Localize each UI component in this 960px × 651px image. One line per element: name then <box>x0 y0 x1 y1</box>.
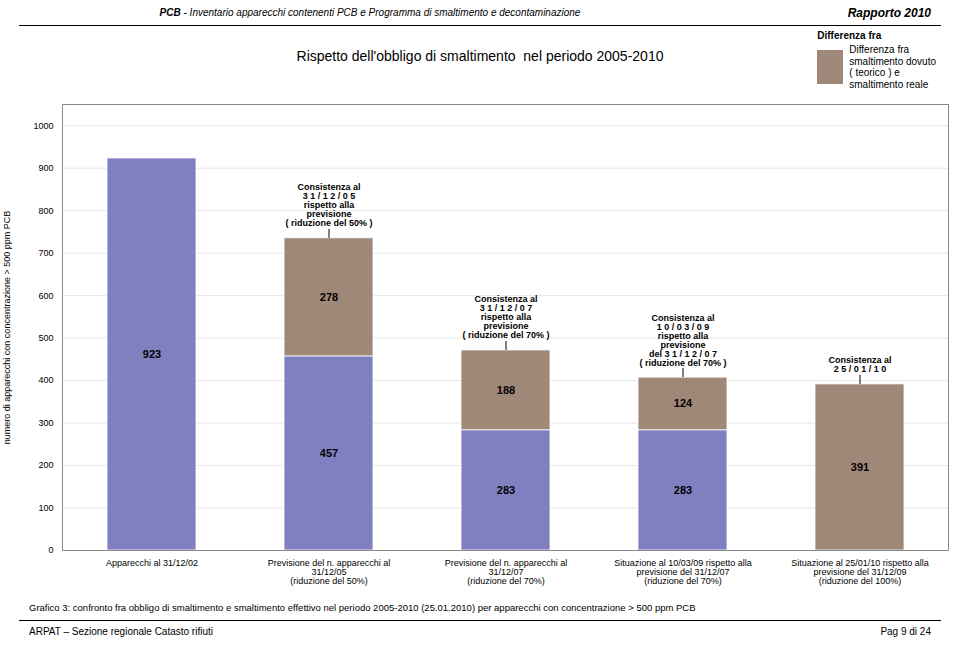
html-text:Differenza fra: Differenza fra <box>817 30 882 41</box>
svg-text:900: 900 <box>38 163 53 173</box>
svg-text:Situazione al 25/01/10 rispett: Situazione al 25/01/10 rispetto allaprev… <box>791 558 929 586</box>
svg-text:Consistenza al3 1 / 1 2 / 0 5r: Consistenza al3 1 / 1 2 / 0 5rispetto al… <box>285 182 372 228</box>
svg-text:Consistenza al3 1 / 1 2 / 0 7r: Consistenza al3 1 / 1 2 / 0 7rispetto al… <box>462 294 549 340</box>
svg-text:100: 100 <box>38 503 53 513</box>
svg-text:283: 283 <box>674 484 692 496</box>
svg-text:Previsione del n. apparecchi a: Previsione del n. apparecchi al31/12/07(… <box>445 558 568 586</box>
svg-text:Apparecchi al 31/12/02: Apparecchi al 31/12/02 <box>106 558 198 568</box>
html-text:Rispetto dell'obbligo di smalt: Rispetto dell'obbligo di smaltimento nel… <box>296 48 664 64</box>
html-text:ARPAT – Sezione regionale Cata: ARPAT – Sezione regionale Catasto rifiut… <box>29 626 213 637</box>
svg-text:200: 200 <box>38 460 53 470</box>
svg-text:300: 300 <box>38 418 53 428</box>
svg-text:700: 700 <box>38 248 53 258</box>
html-text:Differenza fra smaltimento dov: Differenza fra smaltimento dovuto ( teor… <box>849 44 936 90</box>
svg-text:500: 500 <box>38 333 53 343</box>
svg-text:numero di apparecchi con conce: numero di apparecchi con concentrazione … <box>2 211 12 444</box>
svg-text:278: 278 <box>320 291 338 303</box>
svg-text:Situazione al 10/03/09 rispett: Situazione al 10/03/09 rispetto allaprev… <box>614 558 752 586</box>
svg-text:Consistenza al2 5 / 0 1 / 1 0: Consistenza al2 5 / 0 1 / 1 0 <box>828 355 891 374</box>
html-text:Rapporto 2010: Rapporto 2010 <box>847 6 931 20</box>
svg-text:923: 923 <box>143 348 161 360</box>
svg-text:Consistenza al1 0 / 0 3 / 0 9r: Consistenza al1 0 / 0 3 / 0 9rispetto al… <box>639 313 726 368</box>
svg-text:Previsione del n. apparecchi a: Previsione del n. apparecchi al31/12/05(… <box>268 558 391 586</box>
svg-text:391: 391 <box>851 461 869 473</box>
svg-text:283: 283 <box>497 484 515 496</box>
html-text:Grafico 3: confronto fra obbli: Grafico 3: confronto fra obbligo di smal… <box>29 602 696 613</box>
svg-text:124: 124 <box>674 397 693 409</box>
svg-text:457: 457 <box>320 447 338 459</box>
svg-text:0: 0 <box>48 545 53 555</box>
svg-text:1000: 1000 <box>33 121 53 131</box>
svg-text:800: 800 <box>38 206 53 216</box>
svg-text:188: 188 <box>497 384 515 396</box>
html-text:PCB - Inventario apparecchi co: PCB - Inventario apparecchi contenenti P… <box>159 7 581 18</box>
svg-text:400: 400 <box>38 375 53 385</box>
html-text:Pag 9 di 24: Pag 9 di 24 <box>880 626 931 637</box>
svg-text:600: 600 <box>38 291 53 301</box>
